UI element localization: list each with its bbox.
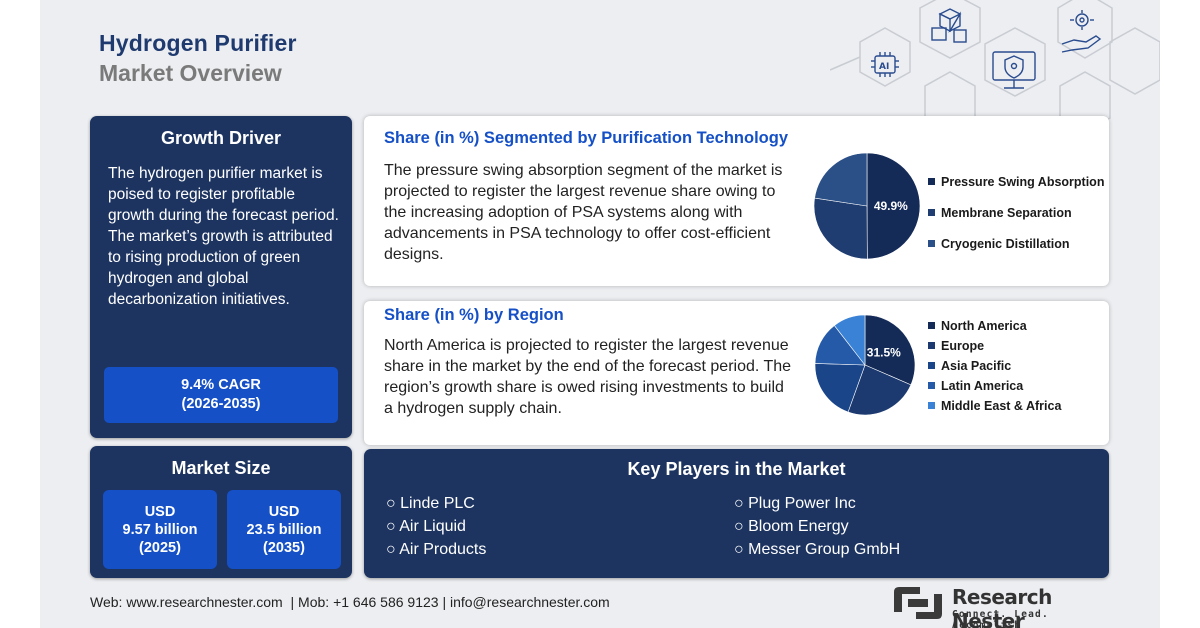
pie-data-label: 49.9% <box>874 199 908 213</box>
legend-label: Pressure Swing Absorption <box>941 175 1105 189</box>
website-link[interactable]: www.researchnester.com <box>126 594 283 610</box>
legend-label: North America <box>941 319 1027 333</box>
region-share-panel: Share (in %) by Region North America is … <box>364 301 1109 445</box>
email-link[interactable]: info@researchnester.com <box>449 594 610 610</box>
legend-label: Cryogenic Distillation <box>941 237 1070 251</box>
legend-swatch <box>928 402 935 409</box>
market-size-year: (2025) <box>139 540 181 556</box>
legend-item: Europe <box>928 339 984 353</box>
separator: | <box>442 594 447 610</box>
key-player-name: Plug Power Inc <box>748 495 856 512</box>
key-player-name: Air Products <box>399 541 487 558</box>
pie-data-label: 31.5% <box>867 346 901 360</box>
legend-label: Europe <box>941 339 985 353</box>
ai-chip-icon: AI <box>871 52 899 77</box>
key-players-panel: Key Players in the Market ○ Linde PLC ○ … <box>364 449 1109 578</box>
mobile-label: | Mob: <box>290 594 330 610</box>
key-player-item: ○ Bloom Energy <box>734 518 849 535</box>
market-size-value: 23.5 billion <box>246 522 322 538</box>
pie-slice <box>813 197 868 260</box>
legend-swatch <box>928 382 935 389</box>
left-margin <box>0 0 40 628</box>
legend-swatch <box>928 240 935 247</box>
technology-share-panel: Share (in %) Segmented by Purification T… <box>364 116 1109 286</box>
legend-item: Cryogenic Distillation <box>928 237 1070 251</box>
legend-item: Middle East & Africa <box>928 399 1061 413</box>
legend-item: Asia Pacific <box>928 359 1011 373</box>
key-player-name: Linde PLC <box>400 495 475 512</box>
legend-swatch <box>928 178 935 185</box>
footer-contact: Web: www.researchnester.com | Mob: +1 64… <box>90 594 610 610</box>
cubes-icon <box>931 8 967 43</box>
market-size-title: Market Size <box>171 458 271 478</box>
title-line-2: Market Overview <box>99 60 282 86</box>
region-share-title: Share (in %) by Region <box>384 306 564 324</box>
region-share-text: North America is projected to register t… <box>384 337 792 417</box>
pie-slice <box>866 152 921 260</box>
cagr-box: 9.4% CAGR (2026-2035) <box>104 367 338 423</box>
key-player-item: ○ Messer Group GmbH <box>734 541 901 558</box>
legend-item: Membrane Separation <box>928 206 1072 220</box>
title-line-1: Hydrogen Purifier <box>99 30 297 56</box>
legend-swatch <box>928 362 935 369</box>
growth-driver-panel: Growth Driver The hydrogen purifier mark… <box>90 116 352 438</box>
logo-mark-icon <box>894 587 942 619</box>
market-size-2035-box: USD 23.5 billion (2035) <box>227 490 341 569</box>
pie-slice <box>864 314 916 386</box>
key-player-item: ○ Linde PLC <box>386 495 475 512</box>
cagr-period: (2026-2035) <box>181 396 261 412</box>
key-player-item: ○ Plug Power Inc <box>734 495 856 512</box>
legend-swatch <box>928 322 935 329</box>
legend-item: Pressure Swing Absorption <box>928 175 1104 189</box>
market-size-year: (2035) <box>263 540 305 556</box>
pie-slice <box>833 314 866 366</box>
legend-label: Asia Pacific <box>941 359 1012 373</box>
legend-item: North America <box>928 319 1027 333</box>
legend-swatch <box>928 209 935 216</box>
key-player-item: ○ Air Products <box>386 541 487 558</box>
growth-driver-title: Growth Driver <box>160 128 282 148</box>
key-player-name: Bloom Energy <box>748 518 849 535</box>
pie-slice <box>814 363 866 413</box>
currency-label: USD <box>268 504 300 520</box>
technology-share-title: Share (in %) Segmented by Purification T… <box>384 129 789 147</box>
technology-share-text: The pressure swing absorption segment of… <box>384 162 783 263</box>
market-size-2025-box: USD 9.57 billion (2025) <box>103 490 217 569</box>
key-player-item: ○ Air Liquid <box>386 518 466 535</box>
key-players-title: Key Players in the Market <box>627 459 846 479</box>
pie-slice <box>847 364 912 416</box>
growth-driver-text: The hydrogen purifier market is poised t… <box>108 165 339 308</box>
legend-swatch <box>928 342 935 349</box>
pie-slice <box>814 152 868 207</box>
market-size-panel: Market Size USD 9.57 billion (2025) USD … <box>90 446 352 578</box>
legend-item: Latin America <box>928 379 1023 393</box>
currency-label: USD <box>144 504 176 520</box>
logo-tagline: Connect. Lead. Accomplish <box>952 609 1049 628</box>
hexagon-icon-network: AI <box>830 0 1160 120</box>
research-nester-logo: Research Nester Connect. Lead. Accomplis… <box>890 584 1110 628</box>
cagr-value: 9.4% CAGR <box>181 377 261 393</box>
legend-label: Middle East & Africa <box>941 399 1062 413</box>
svg-text:AI: AI <box>879 62 889 72</box>
legend-label: Latin America <box>941 379 1024 393</box>
right-margin <box>1160 0 1200 628</box>
phone-number[interactable]: +1 646 586 9123 <box>333 594 439 610</box>
logo-name: Research Nester <box>952 585 1052 628</box>
legend-label: Membrane Separation <box>941 206 1072 220</box>
monitor-shield-icon <box>992 51 1036 89</box>
region-pie-chart: 31.5% <box>814 314 916 416</box>
key-player-name: Messer Group GmbH <box>748 541 901 558</box>
market-size-value: 9.57 billion <box>122 522 198 538</box>
gear-hand-icon <box>1061 10 1102 53</box>
technology-pie-chart: 49.9% <box>813 152 921 260</box>
key-player-name: Air Liquid <box>399 518 466 535</box>
web-label: Web: <box>90 594 123 610</box>
